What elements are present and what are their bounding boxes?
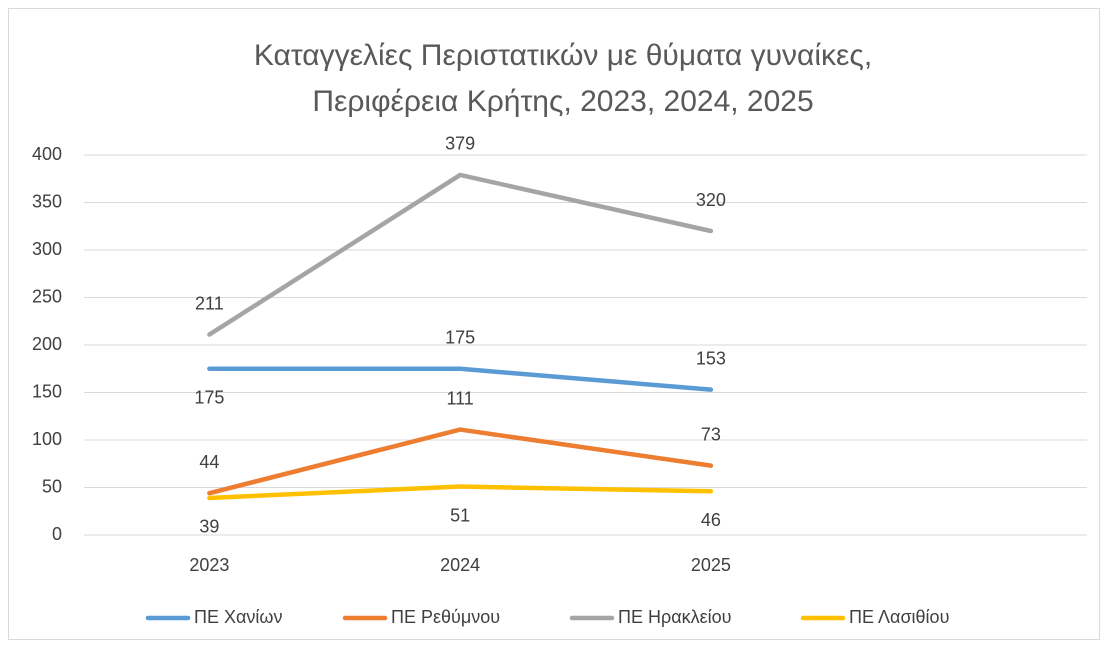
legend-label: ΠΕ Ηρακλείου [618, 607, 732, 627]
y-tick-label: 100 [32, 429, 62, 449]
chart-title: Περιφέρεια Κρήτης, 2023, 2024, 2025 [312, 85, 813, 118]
series-line [207, 427, 714, 496]
x-tick-label: 2025 [691, 555, 731, 575]
series-line [207, 484, 714, 501]
y-tick-label: 150 [32, 381, 62, 401]
data-label: 153 [696, 348, 726, 368]
data-label: 175 [194, 388, 224, 408]
chart-border [8, 8, 1100, 640]
y-tick-label: 50 [42, 476, 62, 496]
y-tick-label: 250 [32, 286, 62, 306]
legend-label: ΠΕ Λασιθίου [849, 607, 949, 627]
x-tick-label: 2024 [440, 555, 480, 575]
data-label: 44 [199, 452, 219, 472]
series-line [207, 172, 714, 337]
data-label: 46 [701, 510, 721, 530]
data-label: 175 [445, 328, 475, 348]
y-tick-label: 400 [32, 144, 62, 164]
x-tick-label: 2023 [189, 555, 229, 575]
data-label: 111 [446, 388, 473, 408]
data-label: 51 [450, 505, 470, 525]
y-tick-label: 350 [32, 191, 62, 211]
legend-label: ΠΕ Ρεθύμνου [391, 607, 500, 627]
data-label: 211 [195, 293, 224, 313]
data-label: 39 [199, 517, 219, 537]
data-label: 320 [696, 190, 726, 210]
y-tick-label: 200 [32, 334, 62, 354]
series-line [207, 366, 714, 392]
data-label: 73 [701, 424, 721, 444]
y-tick-label: 0 [52, 524, 62, 544]
y-tick-label: 300 [32, 239, 62, 259]
chart-title: Καταγγελίες Περιστατικών με θύματα γυναί… [254, 39, 872, 72]
legend-label: ΠΕ Χανίων [194, 607, 282, 627]
data-label: 379 [445, 134, 475, 154]
